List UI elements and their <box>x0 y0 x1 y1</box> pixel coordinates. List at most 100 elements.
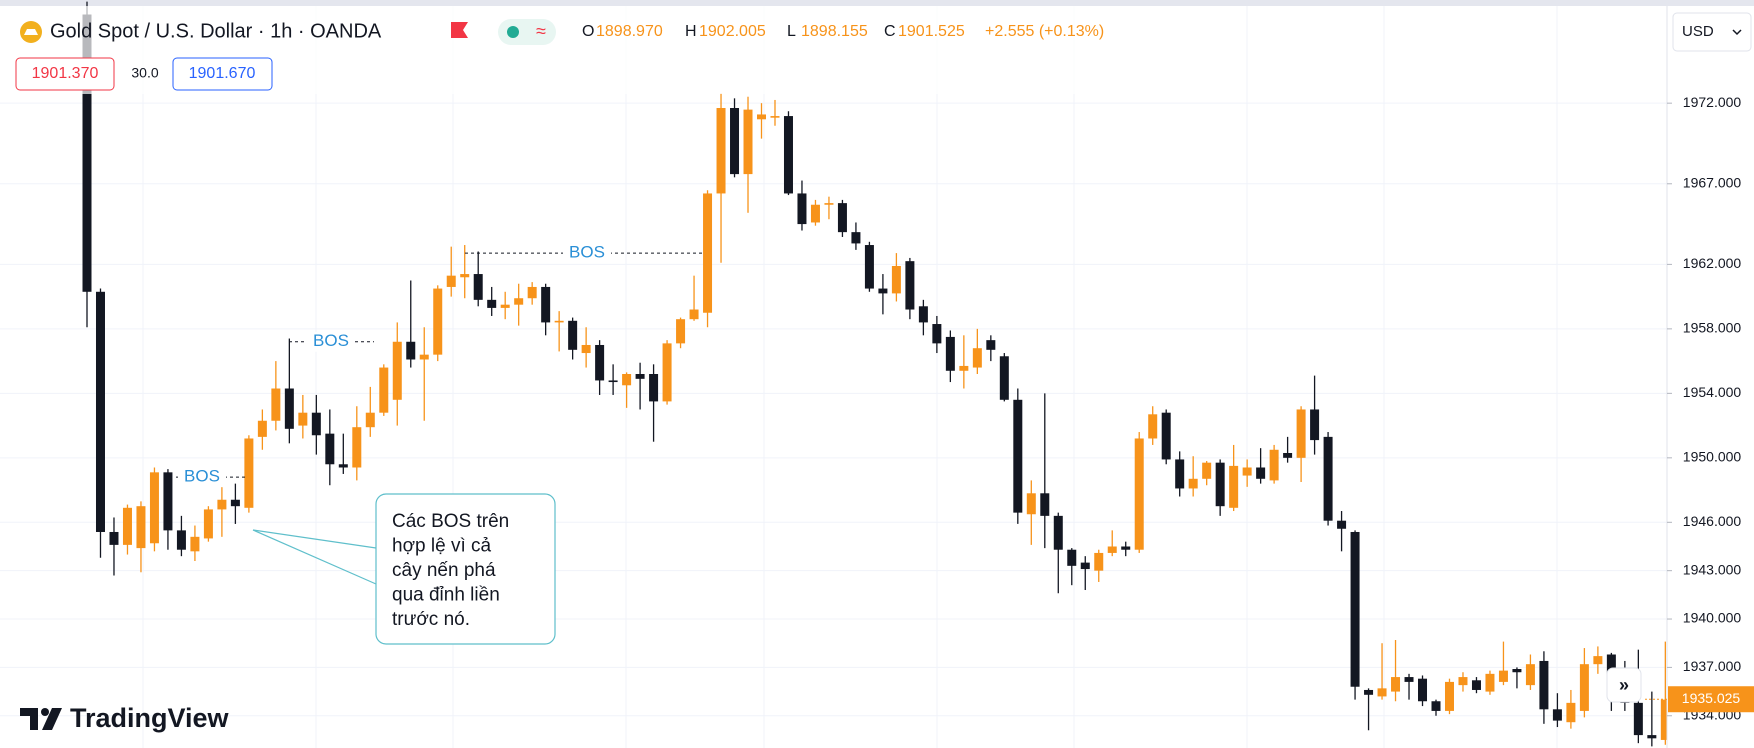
candle-body <box>1525 664 1535 686</box>
sell-button[interactable] <box>15 57 115 91</box>
callout-line: Các BOS trên <box>392 511 509 532</box>
candle-body <box>932 324 942 344</box>
scroll-to-end-button[interactable] <box>1606 667 1642 703</box>
candle-body <box>311 412 321 436</box>
callout-text: Các BOS trên hợp lệ vì cả cây nến phá qua đ… <box>392 511 509 630</box>
candle-body <box>1013 399 1023 513</box>
candle-body <box>810 204 820 223</box>
candle-body <box>972 348 982 368</box>
candle-body <box>1296 409 1306 458</box>
candle-body <box>1418 678 1428 702</box>
candle-body <box>82 14 92 292</box>
candle-body <box>1350 531 1360 687</box>
candle-body <box>622 374 632 386</box>
candle-body <box>109 531 119 545</box>
candle-body <box>190 536 200 552</box>
candle-body <box>284 388 294 429</box>
change: +2.555 (+0.13%) <box>985 23 1104 40</box>
candle-body <box>298 412 308 426</box>
candle-body <box>1080 562 1090 570</box>
bos-label: BOS <box>569 243 605 262</box>
candle-body <box>730 108 740 175</box>
candle-body <box>163 472 173 531</box>
candle-body <box>1040 493 1050 516</box>
candle-body <box>352 427 362 468</box>
y-tick-label: 1972.000 <box>1683 94 1742 110</box>
status-pill[interactable] <box>498 19 556 45</box>
candle-body <box>487 299 497 308</box>
ohlc-key: H <box>685 23 697 40</box>
currency-selector[interactable] <box>1672 12 1752 52</box>
bos-label-bg <box>563 243 611 264</box>
y-tick-label: 1946.000 <box>1683 513 1742 529</box>
candle-body <box>325 433 335 465</box>
candle-body <box>1404 677 1414 682</box>
candle-body <box>446 275 456 287</box>
candle-body <box>1107 546 1117 553</box>
ohlc-key: C <box>884 23 896 40</box>
top-bar <box>0 0 1754 6</box>
y-tick-label: 1950.000 <box>1683 449 1742 465</box>
ohlc-value: 1898.970 <box>596 23 663 40</box>
logo-mark <box>20 708 38 730</box>
candle-body <box>1269 449 1279 481</box>
candle-body <box>1364 689 1374 695</box>
candle-body <box>783 116 793 194</box>
candle-body <box>406 341 416 360</box>
candle-body <box>999 356 1009 400</box>
logo-mark <box>42 708 62 730</box>
candle-body <box>824 203 834 205</box>
candle-body <box>1202 462 1212 479</box>
candle-body <box>1458 677 1468 686</box>
candle-body <box>1026 493 1036 515</box>
candle-body <box>918 306 928 323</box>
candle-body <box>1593 656 1603 665</box>
candle-body <box>433 288 443 355</box>
candle-body <box>1256 467 1266 479</box>
candle-body <box>1134 438 1144 550</box>
candle-body <box>608 380 618 383</box>
y-tick-label: 1958.000 <box>1683 320 1742 336</box>
ohlc-value: 1902.005 <box>699 23 766 40</box>
candle-body <box>716 108 726 194</box>
logo-mark <box>41 708 49 716</box>
bos-label: BOS <box>184 467 220 486</box>
candle-body <box>1215 462 1225 507</box>
grid <box>0 6 1667 748</box>
candle-body <box>770 116 780 118</box>
candle-body <box>230 499 240 507</box>
candle-body <box>1283 452 1293 458</box>
candle-body <box>122 507 132 545</box>
y-tick-label: 1962.000 <box>1683 255 1742 271</box>
candle-body <box>1161 412 1171 460</box>
candle-body <box>959 365 969 371</box>
candle-body <box>568 320 578 350</box>
candle-body <box>581 344 591 354</box>
candle-body <box>136 506 146 549</box>
candle-body <box>1094 552 1104 571</box>
candle-body <box>1229 465 1239 508</box>
candle-body <box>905 261 915 310</box>
candle-body <box>1242 467 1252 476</box>
candle-body <box>1579 664 1589 711</box>
ohlc-key: L <box>787 23 796 40</box>
callout-line: hợp lệ vì cả <box>392 536 491 557</box>
candle-body <box>1323 436 1333 521</box>
candle-body <box>1175 459 1185 489</box>
buy-button[interactable] <box>172 57 273 91</box>
candle-body <box>676 319 686 344</box>
candle-body <box>797 193 807 225</box>
flag[interactable] <box>451 22 468 38</box>
candle-body <box>945 336 955 371</box>
candle-body <box>527 286 537 299</box>
candle-body <box>1188 478 1198 489</box>
candle-body <box>743 109 753 175</box>
candle-body <box>1377 688 1387 697</box>
callout-box <box>375 493 556 645</box>
candles <box>82 1 1670 747</box>
sell-price: 1901.370 <box>32 65 99 82</box>
candle-body <box>379 367 389 413</box>
candle-body <box>1647 735 1657 739</box>
candle-body <box>217 499 227 510</box>
symbol-title: Gold Spot / U.S. Dollar · 1h · OANDA <box>50 20 382 42</box>
